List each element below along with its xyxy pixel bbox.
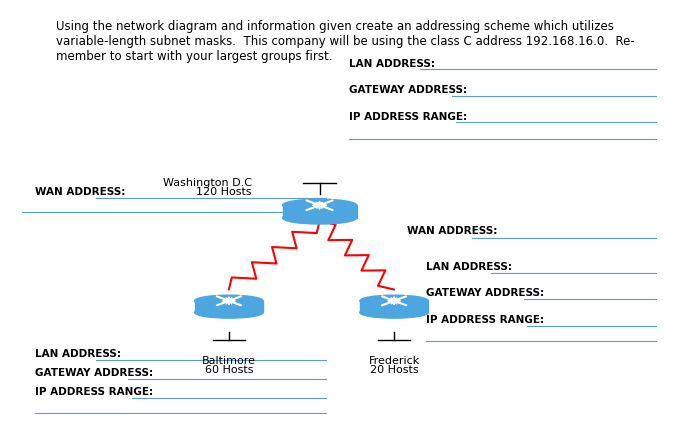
- Text: LAN ADDRESS:: LAN ADDRESS:: [349, 58, 435, 69]
- Text: Baltimore: Baltimore: [202, 356, 256, 366]
- Text: 120 Hosts: 120 Hosts: [196, 187, 252, 197]
- Text: WAN ADDRESS:: WAN ADDRESS:: [35, 187, 125, 197]
- Ellipse shape: [283, 199, 357, 211]
- Text: LAN ADDRESS:: LAN ADDRESS:: [426, 262, 513, 272]
- Text: GATEWAY ADDRESS:: GATEWAY ADDRESS:: [426, 288, 545, 298]
- Text: WAN ADDRESS:: WAN ADDRESS:: [407, 226, 498, 236]
- Bar: [360, 301, 428, 312]
- Text: IP ADDRESS RANGE:: IP ADDRESS RANGE:: [35, 387, 153, 397]
- Ellipse shape: [283, 212, 357, 224]
- Text: LAN ADDRESS:: LAN ADDRESS:: [35, 349, 120, 359]
- Text: Washington D.C: Washington D.C: [162, 178, 252, 188]
- Text: GATEWAY ADDRESS:: GATEWAY ADDRESS:: [35, 368, 153, 378]
- Text: 20 Hosts: 20 Hosts: [370, 365, 418, 375]
- Ellipse shape: [360, 307, 428, 318]
- Ellipse shape: [195, 307, 263, 318]
- Bar: [283, 205, 357, 218]
- Ellipse shape: [360, 295, 428, 306]
- Text: IP ADDRESS RANGE:: IP ADDRESS RANGE:: [349, 111, 467, 122]
- Ellipse shape: [195, 295, 263, 306]
- Text: 60 Hosts: 60 Hosts: [205, 365, 253, 375]
- Text: Frederick: Frederick: [368, 356, 419, 366]
- Text: GATEWAY ADDRESS:: GATEWAY ADDRESS:: [349, 85, 467, 95]
- Text: Using the network diagram and information given create an addressing scheme whic: Using the network diagram and informatio…: [56, 20, 635, 63]
- Bar: [195, 301, 263, 312]
- Text: IP ADDRESS RANGE:: IP ADDRESS RANGE:: [426, 315, 545, 325]
